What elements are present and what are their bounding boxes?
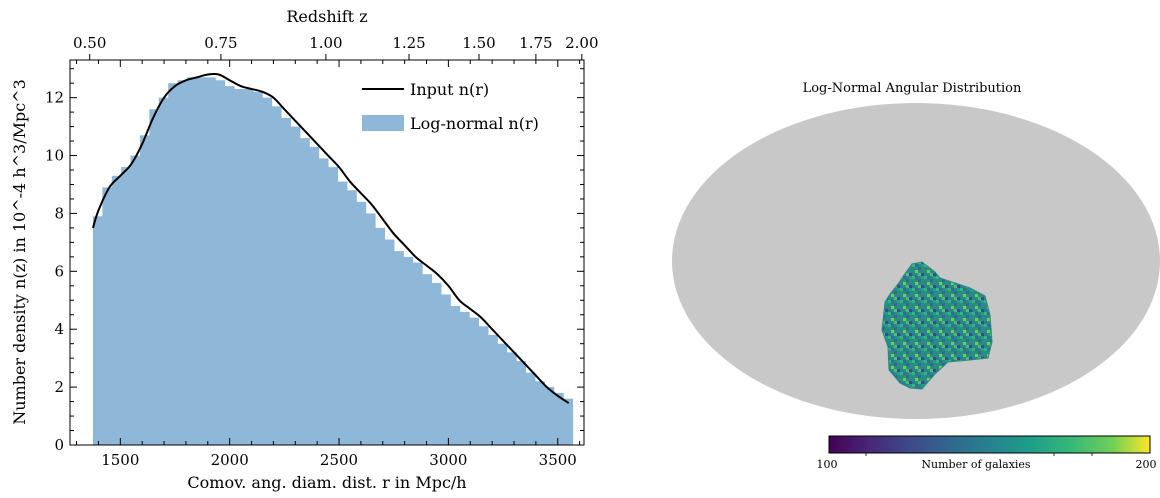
histogram-bar xyxy=(92,216,103,445)
histogram-bar xyxy=(130,155,141,446)
histogram-bar xyxy=(497,343,508,445)
survey-footprint xyxy=(881,261,993,390)
histogram-bar xyxy=(384,239,395,445)
histogram-bar xyxy=(234,88,244,446)
top-axis-title: Redshift z xyxy=(286,7,367,26)
histogram-bars xyxy=(92,77,574,446)
legend-label-input: Input n(r) xyxy=(410,80,489,99)
histogram-bar xyxy=(516,361,527,445)
histogram-bar xyxy=(422,274,433,445)
histogram-bar xyxy=(563,398,574,445)
histogram-bar xyxy=(187,77,197,446)
histogram-bar xyxy=(403,256,414,445)
histogram-bar xyxy=(525,372,536,445)
x-tick-label: 2000 xyxy=(211,451,249,469)
sky-ellipse xyxy=(672,103,1160,419)
z-tick-label: 0.75 xyxy=(204,34,237,52)
histogram-bar xyxy=(469,317,480,445)
y-tick-label: 2 xyxy=(54,378,64,396)
histogram-bar xyxy=(337,181,348,445)
y-tick-label: 6 xyxy=(54,262,64,280)
map-title: Log-Normal Angular Distribution xyxy=(803,81,1022,96)
x-tick-label: 3500 xyxy=(539,451,577,469)
histogram-bar xyxy=(365,213,376,445)
z-tick-label: 2.00 xyxy=(565,34,598,52)
colorbar-ticks xyxy=(865,453,1093,456)
histogram-bar xyxy=(168,83,179,445)
top-ticks: 0.50 0.75 1.00 1.25 1.50 1.75 2.00 xyxy=(73,34,599,60)
histogram-bar xyxy=(356,201,367,445)
x-tick-label: 3000 xyxy=(429,451,467,469)
histogram-bar xyxy=(412,262,423,445)
histogram-bar xyxy=(139,135,150,445)
y-axis-title: Number density n(z) in 10^-4 h^3/Mpc^3 xyxy=(10,79,29,425)
histogram-bar xyxy=(375,227,386,445)
z-tick-label: 1.00 xyxy=(309,34,342,52)
histogram-bar xyxy=(440,294,451,445)
histogram-bar xyxy=(544,387,555,445)
x-tick-label: 2500 xyxy=(320,451,358,469)
histogram-bar xyxy=(299,138,310,445)
histogram-bar xyxy=(271,106,282,445)
histogram-bar xyxy=(459,311,470,445)
z-tick-label: 0.50 xyxy=(73,34,106,52)
histogram-bar xyxy=(224,86,235,445)
histogram-bar xyxy=(431,282,442,445)
histogram-bar xyxy=(215,80,226,446)
histogram-bar xyxy=(196,77,207,446)
left-ticks: 0 2 4 6 8 10 12 xyxy=(45,68,584,454)
y-tick-label: 4 xyxy=(54,320,64,338)
histogram-bar xyxy=(487,335,498,445)
colorbar-max-label: 200 xyxy=(1136,458,1157,471)
z-tick-label: 1.25 xyxy=(392,34,425,52)
histogram-bar xyxy=(328,167,338,445)
z-tick-label: 1.75 xyxy=(519,34,552,52)
histogram-bar xyxy=(553,392,564,445)
x-tick-label: 1500 xyxy=(101,451,139,469)
legend: Input n(r) Log-normal n(r) xyxy=(362,80,539,133)
histogram-bar xyxy=(290,126,301,445)
plot-frame xyxy=(69,59,585,446)
legend-bar-swatch xyxy=(362,115,404,131)
y-tick-label: 8 xyxy=(54,204,64,222)
y-tick-label: 12 xyxy=(45,89,64,107)
histogram-bar xyxy=(243,88,254,446)
bottom-ticks: 1500 2000 2500 3000 3500 xyxy=(76,60,581,469)
histogram-bar xyxy=(262,97,273,445)
histogram-bar xyxy=(252,91,263,445)
y-tick-label: 10 xyxy=(45,147,64,165)
z-tick-label: 1.50 xyxy=(462,34,495,52)
histogram-bar xyxy=(309,146,320,445)
histogram-bar xyxy=(318,158,329,445)
histogram-bar xyxy=(506,352,517,445)
input-nr-line xyxy=(92,72,570,404)
histogram-bar xyxy=(478,326,489,445)
y-tick-label: 0 xyxy=(54,436,64,454)
legend-label-lognormal: Log-normal n(r) xyxy=(410,114,539,133)
nz-chart: 1500 2000 2500 3000 3500 0 2 4 6 8 10 12 0.50 0.75 1… xyxy=(10,7,599,492)
histogram-bar xyxy=(111,175,122,445)
histogram-bar xyxy=(281,117,291,445)
histogram-bar xyxy=(158,97,169,445)
colorbar-title: Number of galaxies xyxy=(921,458,1031,471)
histogram-bar xyxy=(450,306,461,445)
colorbar-min-label: 100 xyxy=(817,458,838,471)
histogram-bar xyxy=(121,167,132,445)
histogram-bar xyxy=(177,80,188,446)
histogram-bar xyxy=(205,77,216,446)
angular-map: Log-Normal Angular Distribution 100 Numb… xyxy=(672,81,1160,471)
histogram-bar xyxy=(393,251,404,445)
histogram-bar xyxy=(535,381,545,445)
histogram-bar xyxy=(346,190,357,445)
histogram-bar xyxy=(102,187,113,446)
x-axis-title: Comov. ang. diam. dist. r in Mpc/h xyxy=(187,473,466,492)
histogram-bar xyxy=(149,109,160,446)
colorbar xyxy=(828,435,1151,454)
